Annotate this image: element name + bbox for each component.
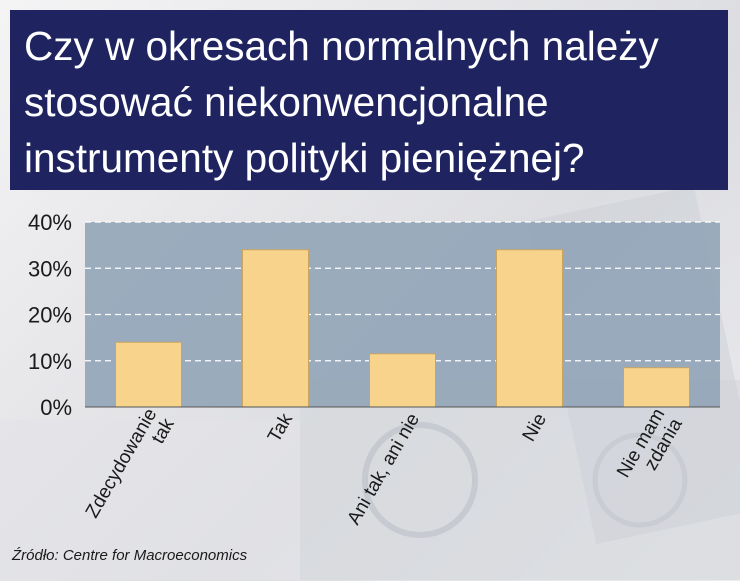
bar — [369, 353, 436, 408]
x-tick-label: Zdecydowanietak — [82, 405, 179, 532]
bar — [496, 249, 563, 408]
y-tick-label: 30% — [28, 256, 72, 281]
source-note: Źródło: Centre for Macroeconomics — [12, 547, 248, 564]
y-tick-label: 10% — [28, 349, 72, 374]
x-tick-label: Tak — [264, 410, 297, 447]
bar — [242, 249, 309, 408]
y-tick-label: 40% — [28, 210, 72, 235]
x-tick-label: Nie mamzdania — [613, 405, 687, 492]
x-tick-label: Ani tak, ani nie — [344, 410, 425, 528]
x-tick-label: Nie — [519, 410, 551, 445]
bar — [623, 367, 690, 408]
y-tick-label: 0% — [40, 395, 72, 420]
title-banner: Czy w okresach normalnych należy stosowa… — [10, 10, 728, 190]
bar — [115, 341, 182, 408]
chart-title: Czy w okresach normalnych należy stosowa… — [24, 23, 659, 181]
y-tick-label: 20% — [28, 303, 72, 328]
